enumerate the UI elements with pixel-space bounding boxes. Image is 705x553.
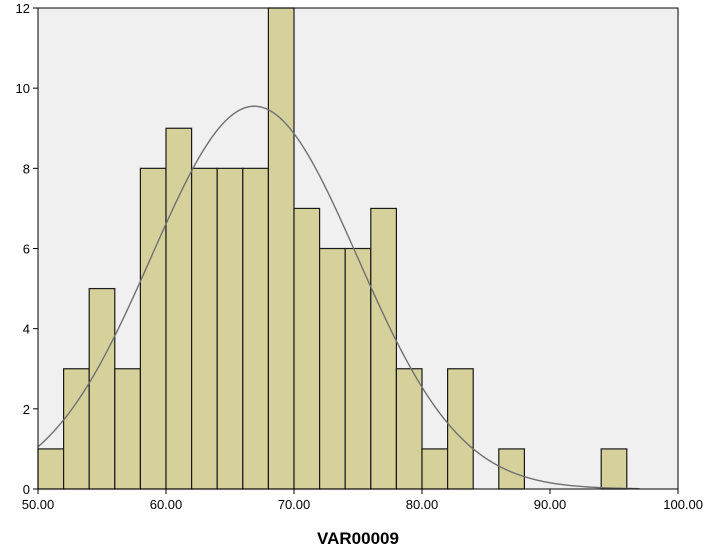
histogram-bar <box>191 167 218 490</box>
histogram-bar <box>216 167 244 490</box>
histogram-bar <box>600 448 628 490</box>
histogram-bar <box>498 448 525 490</box>
y-axis: 0 2 4 6 8 10 12 <box>16 1 38 497</box>
x-tick-label: 50.00 <box>22 497 55 512</box>
y-tick-label: 12 <box>16 1 30 16</box>
histogram-bar <box>293 207 321 490</box>
y-tick-label: 4 <box>23 322 30 337</box>
histogram-bar <box>447 368 474 490</box>
histogram-bar <box>165 127 193 490</box>
x-tick-label: 70.00 <box>278 497 311 512</box>
x-tick-label: 100.00 <box>663 497 703 512</box>
x-tick-label: 60.00 <box>150 497 183 512</box>
histogram-bar <box>319 247 346 490</box>
histogram-bar <box>395 368 423 490</box>
y-tick-label: 2 <box>23 402 30 417</box>
histogram-bar <box>139 167 167 490</box>
histogram-bar <box>62 368 90 490</box>
y-tick-label: 6 <box>23 242 30 257</box>
y-tick-label: 0 <box>23 482 30 497</box>
x-tick-label: 90.00 <box>534 497 567 512</box>
histogram-bar <box>344 247 372 490</box>
histogram-bar <box>370 207 397 490</box>
histogram-bars <box>37 7 628 490</box>
y-tick-label: 8 <box>23 161 30 176</box>
x-axis: 50.00 60.00 70.00 80.00 90.00 100.00 <box>22 489 703 512</box>
histogram-bar <box>421 448 449 490</box>
x-tick-label: 80.00 <box>406 497 439 512</box>
histogram-bar <box>114 368 142 490</box>
histogram-bar <box>267 7 295 490</box>
histogram-bar <box>242 167 270 490</box>
normal-curve <box>37 105 640 490</box>
y-tick-label: 10 <box>16 81 30 96</box>
x-axis-title: VAR00009 <box>317 529 399 548</box>
histogram-bar <box>37 448 65 490</box>
histogram-bar <box>88 287 116 490</box>
